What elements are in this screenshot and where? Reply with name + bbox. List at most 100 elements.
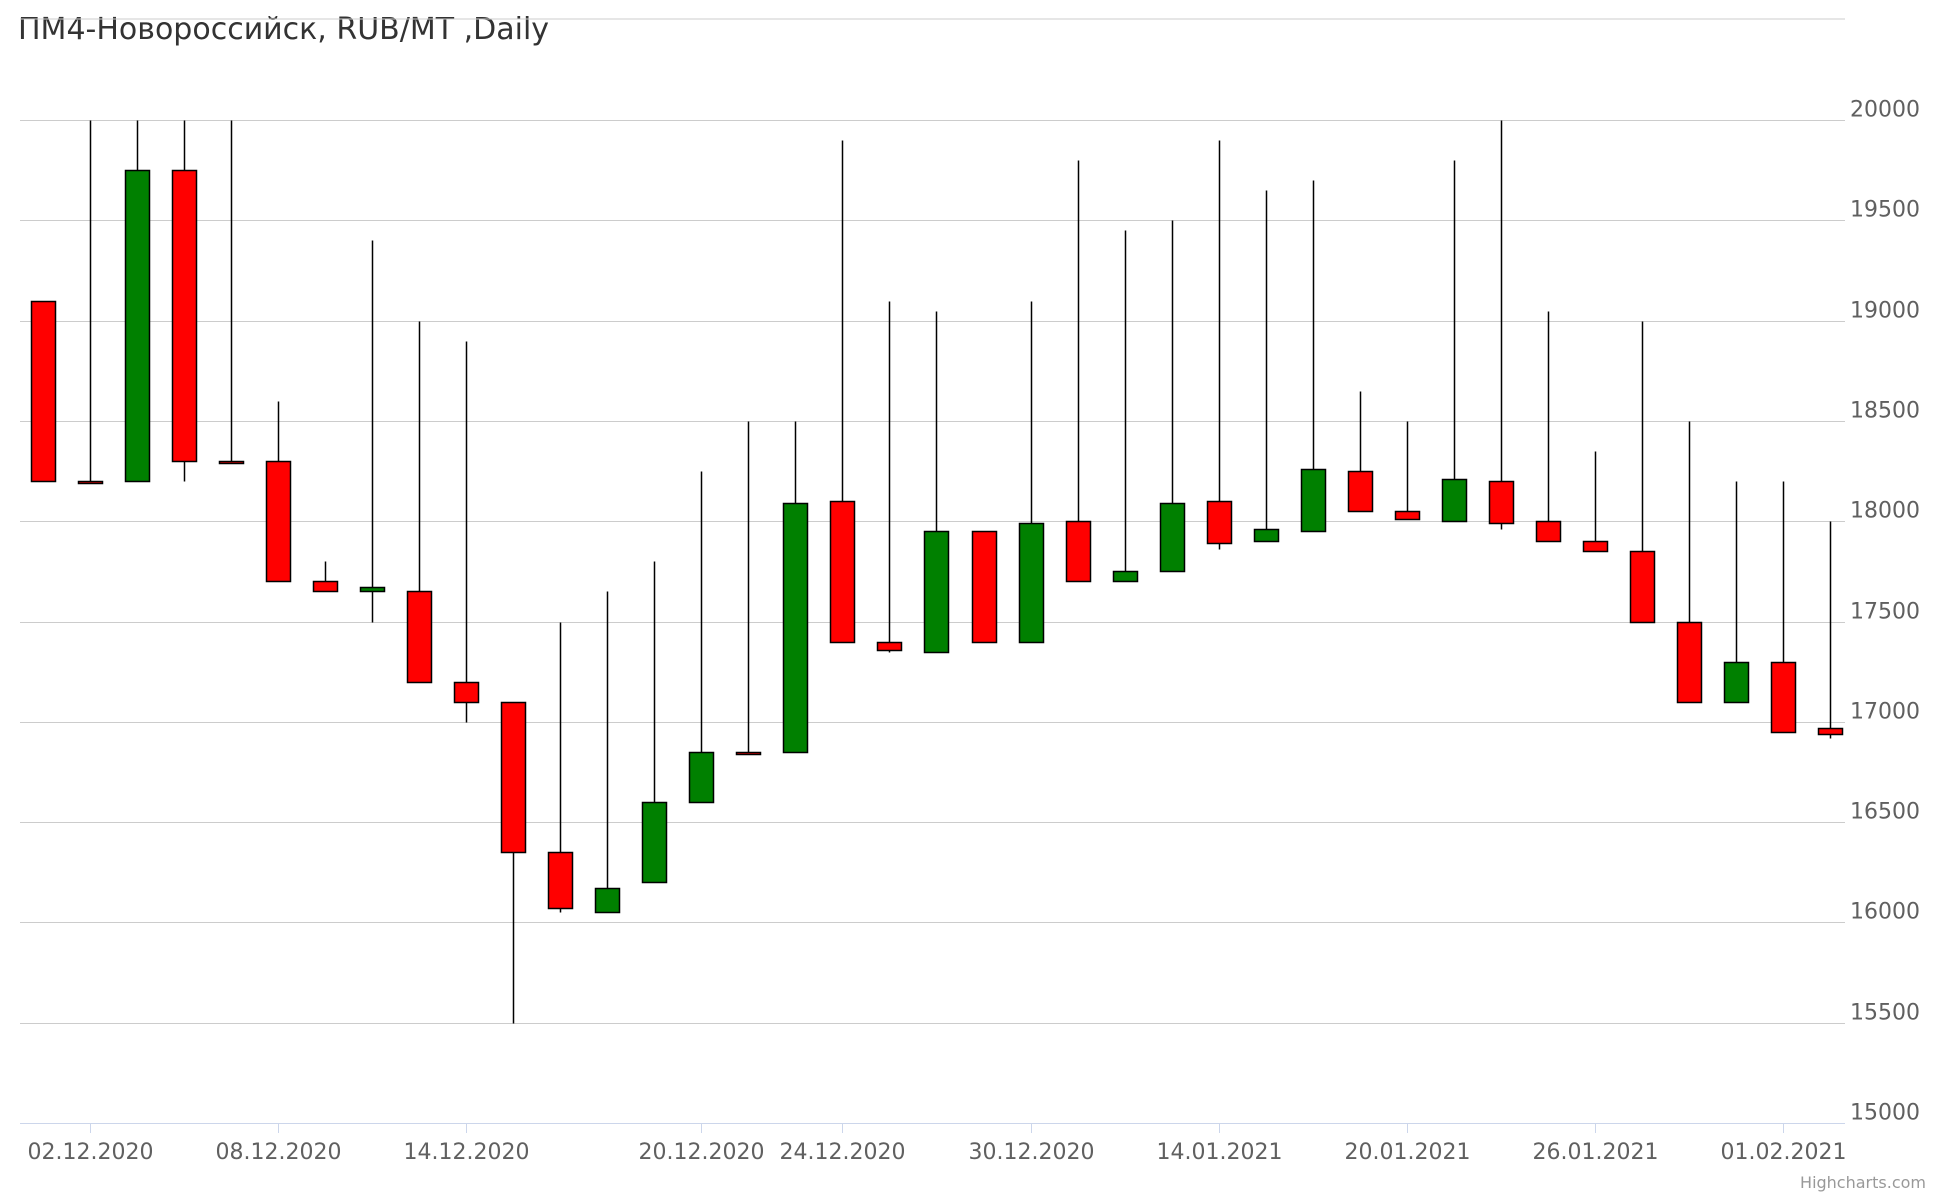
candle-body [1535,520,1562,543]
candle-body [1488,480,1515,525]
candle [30,300,57,483]
y-tick-label: 15000 [1850,1101,1920,1126]
candle [1394,421,1421,521]
x-tick-label: 01.02.2021 [1721,1140,1847,1165]
candle [1300,180,1327,533]
x-tick-label: 24.12.2020 [780,1140,906,1165]
candle [453,341,480,723]
candle [1159,220,1186,573]
candle [782,421,809,754]
candle-body [735,751,762,756]
candle-body [500,701,527,854]
candle [1535,311,1562,543]
candle-body [1817,727,1844,736]
x-tick-label: 14.12.2020 [404,1140,530,1165]
x-tick-label: 30.12.2020 [969,1140,1095,1165]
candle-body [1394,510,1421,521]
candle-body [876,641,903,652]
candle-body [1629,550,1656,624]
candle [359,240,386,623]
y-tick-label: 20000 [1850,98,1920,123]
x-tick-label: 02.12.2020 [28,1140,154,1165]
candle [406,321,433,684]
candle [1347,391,1374,513]
candle-body [923,530,950,654]
candle [688,471,715,804]
candle-body [406,590,433,684]
candle [594,591,621,914]
candle-body [971,530,998,644]
y-tick-label: 18000 [1850,499,1920,524]
x-axis: 02.12.2020 08.12.2020 14.12.2020 20.12.2020… [20,1123,1846,1165]
candle-body [547,851,574,910]
candle-body [1300,468,1327,533]
candle-body [453,681,480,704]
candle [1206,140,1233,550]
y-tick-label: 19500 [1850,198,1920,223]
candle-body [218,460,245,465]
candle [547,622,574,913]
candle [923,311,950,654]
candle-body [829,500,856,644]
candle [971,530,998,644]
y-tick-label: 17500 [1850,600,1920,625]
candle-body [1253,528,1280,543]
candle [1582,451,1609,553]
y-tick-label: 16500 [1850,800,1920,825]
candle-body [77,480,104,485]
candle-body [641,801,668,884]
candle-body [1676,621,1703,704]
x-tick-label: 26.01.2021 [1533,1140,1659,1165]
candle [641,561,668,884]
candle [829,140,856,644]
candle [1817,521,1844,739]
y-tick-label: 19000 [1850,299,1920,324]
y-tick-label: 16000 [1850,900,1920,925]
candle-body [1723,661,1750,704]
candle [876,301,903,653]
candle [312,561,339,593]
candle [218,120,245,465]
candle-body [1159,502,1186,573]
candle-body [124,169,151,483]
candle-body [171,169,198,463]
candle-body [30,300,57,483]
candle-body [1582,540,1609,553]
candle-body [1112,570,1139,583]
y-axis-labels: 15000 15500 16000 16500 17000 17500 18000 18500… [1850,98,1920,1126]
chart-title: ПМ4-Новороссийск, RUB/MT ,Daily [18,12,550,47]
candle-body [312,580,339,593]
candle [1065,160,1092,583]
candle [1112,230,1139,583]
candle [1441,160,1468,523]
credits-label[interactable]: Highcharts.com [1800,1173,1926,1192]
candle-body [688,751,715,804]
candle [1488,120,1515,530]
candle-body [1770,661,1797,734]
candle [1253,190,1280,543]
candle-body [1018,522,1045,644]
x-tick-label: 20.01.2021 [1345,1140,1471,1165]
grid-lines [20,18,1845,1024]
candle-body [1441,478,1468,523]
candle [1770,481,1797,734]
y-tick-label: 15500 [1850,1001,1920,1026]
candles [30,120,1844,1024]
candle-body [1347,470,1374,513]
candle-body [1206,500,1233,545]
candle [171,120,198,482]
y-tick-label: 17000 [1850,700,1920,725]
candle-body [359,586,386,593]
x-tick-label: 20.12.2020 [639,1140,765,1165]
candle [500,701,527,1024]
x-tick-label: 08.12.2020 [216,1140,342,1165]
candle-body [1065,520,1092,583]
x-tick-label: 14.01.2021 [1157,1140,1283,1165]
candle [735,421,762,756]
candle-body [594,887,621,914]
y-tick-label: 18500 [1850,399,1920,424]
candle [124,120,151,483]
candle [1018,301,1045,644]
candle [265,401,292,583]
